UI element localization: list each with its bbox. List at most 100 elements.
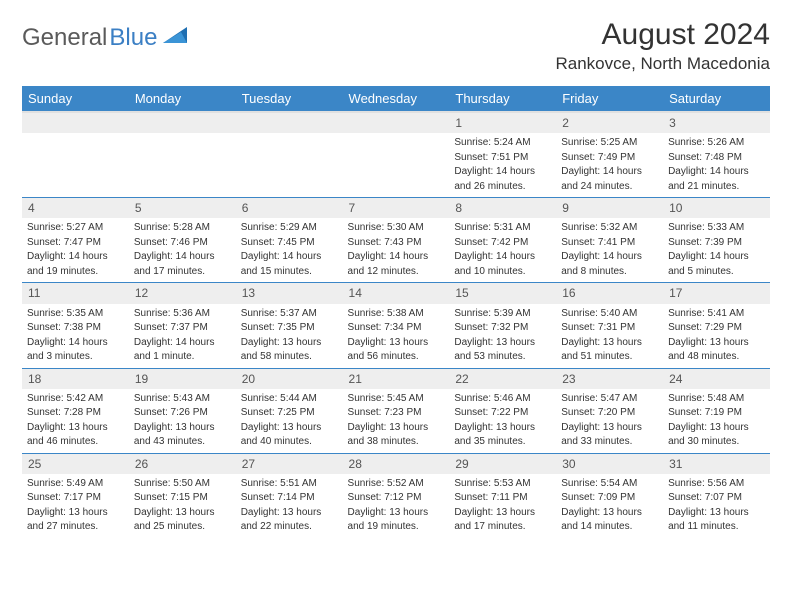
sunrise-text: Sunrise: 5:35 AM — [27, 307, 124, 321]
day-header: Tuesday — [236, 86, 343, 112]
daylight-text: and 51 minutes. — [561, 350, 658, 364]
sunset-text: Sunset: 7:26 PM — [134, 406, 231, 420]
sunrise-text: Sunrise: 5:46 AM — [454, 392, 551, 406]
calendar-cell: 20Sunrise: 5:44 AMSunset: 7:25 PMDayligh… — [236, 368, 343, 453]
daylight-text: and 10 minutes. — [454, 265, 551, 279]
cell-content: Sunrise: 5:42 AMSunset: 7:28 PMDaylight:… — [27, 392, 124, 449]
daylight-text: and 53 minutes. — [454, 350, 551, 364]
sunset-text: Sunset: 7:39 PM — [668, 236, 765, 250]
day-number: 14 — [343, 283, 450, 303]
daylight-text: Daylight: 13 hours — [668, 336, 765, 350]
calendar-cell — [22, 112, 129, 198]
sunset-text: Sunset: 7:37 PM — [134, 321, 231, 335]
sunset-text: Sunset: 7:49 PM — [561, 151, 658, 165]
day-number: 15 — [449, 283, 556, 303]
daylight-text: Daylight: 13 hours — [561, 336, 658, 350]
daylight-text: Daylight: 14 hours — [134, 250, 231, 264]
calendar-cell: 16Sunrise: 5:40 AMSunset: 7:31 PMDayligh… — [556, 283, 663, 368]
daylight-text: and 43 minutes. — [134, 435, 231, 449]
day-header: Wednesday — [343, 86, 450, 112]
cell-content: Sunrise: 5:41 AMSunset: 7:29 PMDaylight:… — [668, 307, 765, 364]
sunset-text: Sunset: 7:25 PM — [241, 406, 338, 420]
day-header: Thursday — [449, 86, 556, 112]
logo-triangle-icon — [163, 24, 191, 52]
daylight-text: Daylight: 13 hours — [454, 421, 551, 435]
cell-content: Sunrise: 5:25 AMSunset: 7:49 PMDaylight:… — [561, 136, 658, 193]
day-header: Sunday — [22, 86, 129, 112]
daylight-text: and 30 minutes. — [668, 435, 765, 449]
cell-content: Sunrise: 5:46 AMSunset: 7:22 PMDaylight:… — [454, 392, 551, 449]
sunrise-text: Sunrise: 5:40 AM — [561, 307, 658, 321]
calendar-cell — [343, 112, 450, 198]
sunset-text: Sunset: 7:22 PM — [454, 406, 551, 420]
sunset-text: Sunset: 7:20 PM — [561, 406, 658, 420]
daylight-text: and 17 minutes. — [134, 265, 231, 279]
calendar-cell: 11Sunrise: 5:35 AMSunset: 7:38 PMDayligh… — [22, 283, 129, 368]
sunset-text: Sunset: 7:46 PM — [134, 236, 231, 250]
brand-part2: Blue — [109, 24, 157, 52]
cell-content: Sunrise: 5:47 AMSunset: 7:20 PMDaylight:… — [561, 392, 658, 449]
cell-content: Sunrise: 5:32 AMSunset: 7:41 PMDaylight:… — [561, 221, 658, 278]
sunset-text: Sunset: 7:28 PM — [27, 406, 124, 420]
calendar-page: GeneralBlue August 2024 Rankovce, North … — [0, 0, 792, 548]
cell-content: Sunrise: 5:48 AMSunset: 7:19 PMDaylight:… — [668, 392, 765, 449]
daylight-text: and 26 minutes. — [454, 180, 551, 194]
day-number: 30 — [556, 454, 663, 474]
sunrise-text: Sunrise: 5:29 AM — [241, 221, 338, 235]
day-number: 2 — [556, 113, 663, 133]
cell-content: Sunrise: 5:50 AMSunset: 7:15 PMDaylight:… — [134, 477, 231, 534]
cell-content: Sunrise: 5:49 AMSunset: 7:17 PMDaylight:… — [27, 477, 124, 534]
sunrise-text: Sunrise: 5:53 AM — [454, 477, 551, 491]
day-number: 11 — [22, 283, 129, 303]
cell-content: Sunrise: 5:30 AMSunset: 7:43 PMDaylight:… — [348, 221, 445, 278]
day-header: Monday — [129, 86, 236, 112]
sunrise-text: Sunrise: 5:41 AM — [668, 307, 765, 321]
daylight-text: and 1 minute. — [134, 350, 231, 364]
calendar-table: Sunday Monday Tuesday Wednesday Thursday… — [22, 86, 770, 538]
sunset-text: Sunset: 7:15 PM — [134, 491, 231, 505]
cell-content: Sunrise: 5:29 AMSunset: 7:45 PMDaylight:… — [241, 221, 338, 278]
day-number: 19 — [129, 369, 236, 389]
sunrise-text: Sunrise: 5:51 AM — [241, 477, 338, 491]
sunrise-text: Sunrise: 5:47 AM — [561, 392, 658, 406]
calendar-cell: 7Sunrise: 5:30 AMSunset: 7:43 PMDaylight… — [343, 198, 450, 283]
day-number: 28 — [343, 454, 450, 474]
daylight-text: Daylight: 14 hours — [668, 250, 765, 264]
empty-day — [236, 113, 343, 133]
calendar-cell: 18Sunrise: 5:42 AMSunset: 7:28 PMDayligh… — [22, 368, 129, 453]
daylight-text: and 11 minutes. — [668, 520, 765, 534]
daylight-text: and 48 minutes. — [668, 350, 765, 364]
day-header: Saturday — [663, 86, 770, 112]
sunrise-text: Sunrise: 5:45 AM — [348, 392, 445, 406]
calendar-cell: 3Sunrise: 5:26 AMSunset: 7:48 PMDaylight… — [663, 112, 770, 198]
day-number: 31 — [663, 454, 770, 474]
day-number: 25 — [22, 454, 129, 474]
daylight-text: Daylight: 13 hours — [134, 506, 231, 520]
sunset-text: Sunset: 7:07 PM — [668, 491, 765, 505]
cell-content: Sunrise: 5:31 AMSunset: 7:42 PMDaylight:… — [454, 221, 551, 278]
calendar-cell: 13Sunrise: 5:37 AMSunset: 7:35 PMDayligh… — [236, 283, 343, 368]
daylight-text: Daylight: 13 hours — [668, 421, 765, 435]
sunset-text: Sunset: 7:11 PM — [454, 491, 551, 505]
calendar-cell: 9Sunrise: 5:32 AMSunset: 7:41 PMDaylight… — [556, 198, 663, 283]
sunset-text: Sunset: 7:41 PM — [561, 236, 658, 250]
daylight-text: Daylight: 14 hours — [454, 250, 551, 264]
sunrise-text: Sunrise: 5:37 AM — [241, 307, 338, 321]
daylight-text: and 33 minutes. — [561, 435, 658, 449]
location-label: Rankovce, North Macedonia — [555, 54, 770, 74]
day-header-row: Sunday Monday Tuesday Wednesday Thursday… — [22, 86, 770, 112]
calendar-cell: 6Sunrise: 5:29 AMSunset: 7:45 PMDaylight… — [236, 198, 343, 283]
daylight-text: Daylight: 13 hours — [454, 336, 551, 350]
calendar-row: 18Sunrise: 5:42 AMSunset: 7:28 PMDayligh… — [22, 368, 770, 453]
empty-day — [343, 113, 450, 133]
daylight-text: Daylight: 14 hours — [27, 250, 124, 264]
empty-day — [129, 113, 236, 133]
daylight-text: Daylight: 14 hours — [241, 250, 338, 264]
daylight-text: Daylight: 13 hours — [348, 336, 445, 350]
daylight-text: Daylight: 13 hours — [668, 506, 765, 520]
sunset-text: Sunset: 7:48 PM — [668, 151, 765, 165]
sunrise-text: Sunrise: 5:27 AM — [27, 221, 124, 235]
calendar-cell: 8Sunrise: 5:31 AMSunset: 7:42 PMDaylight… — [449, 198, 556, 283]
calendar-cell: 30Sunrise: 5:54 AMSunset: 7:09 PMDayligh… — [556, 453, 663, 538]
daylight-text: and 22 minutes. — [241, 520, 338, 534]
